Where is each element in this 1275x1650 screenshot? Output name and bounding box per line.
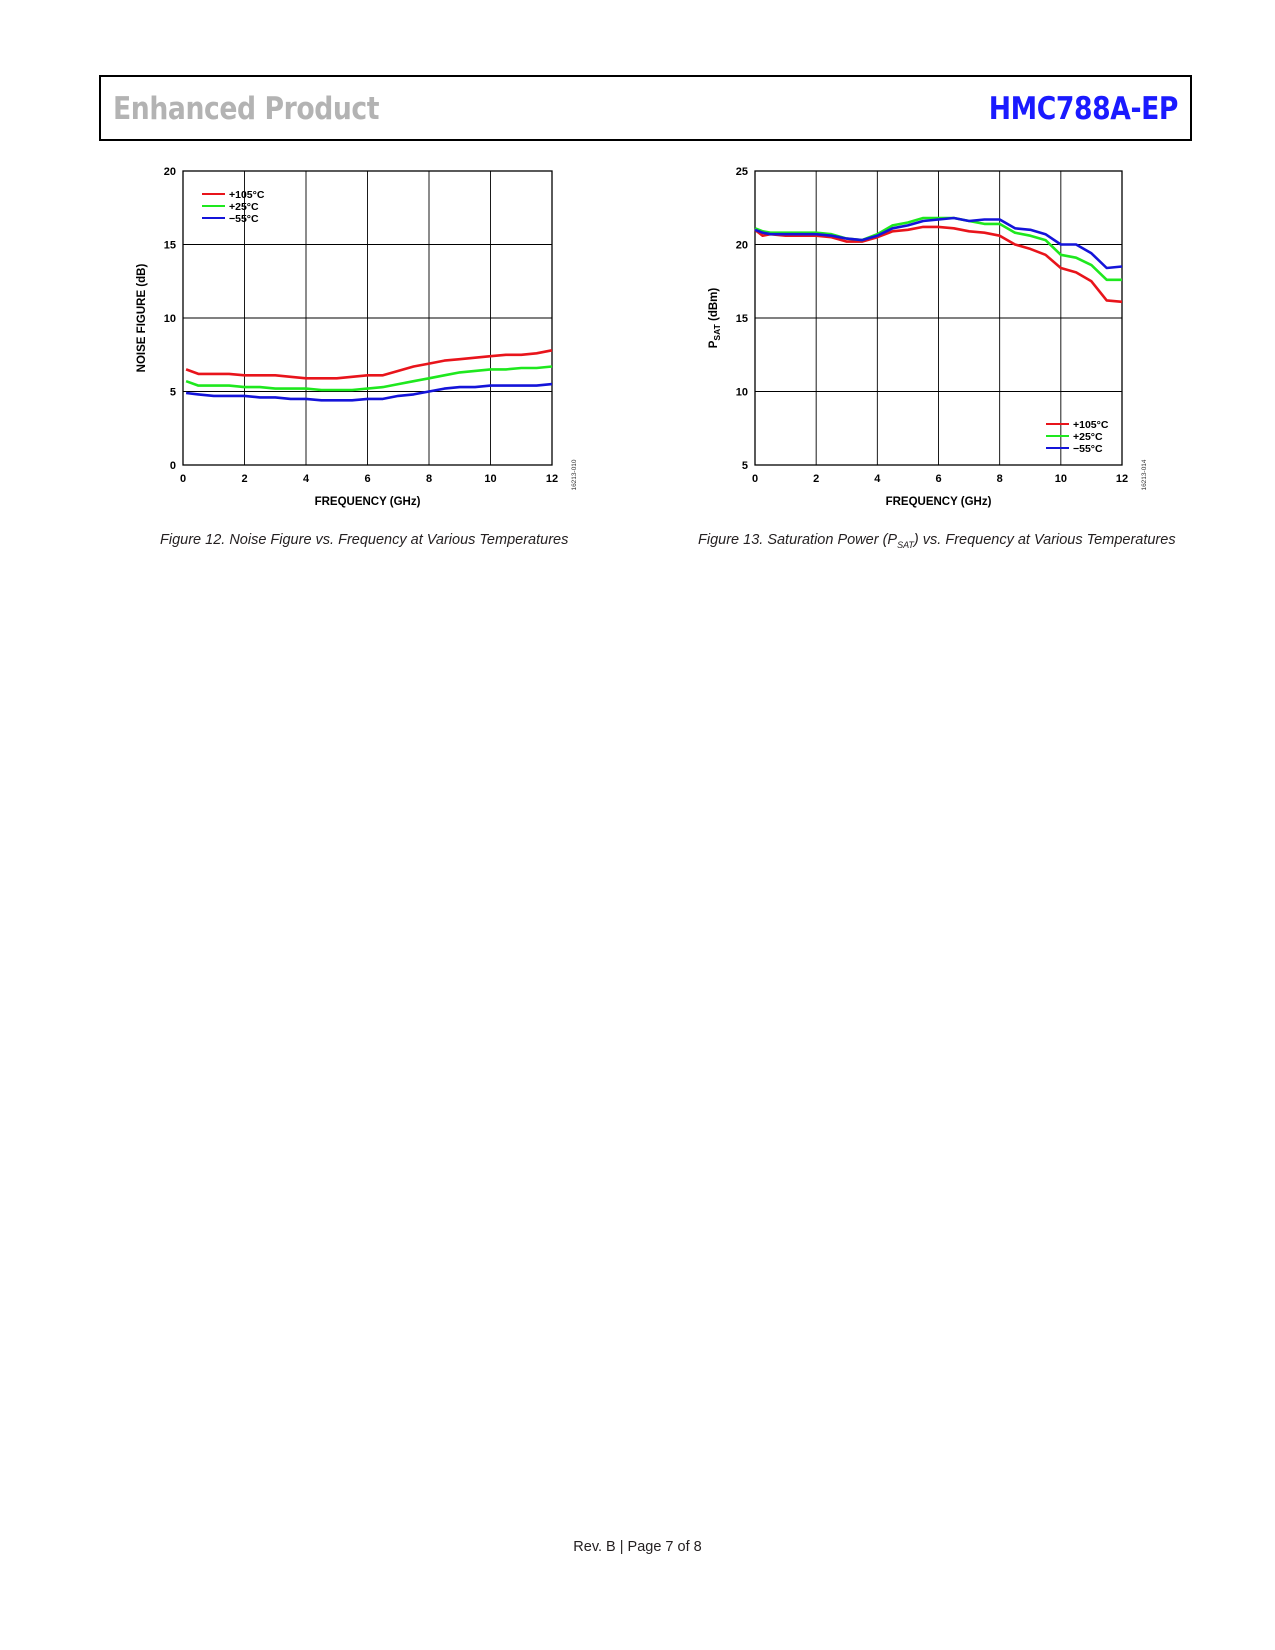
figure-id: 16213-014: [1141, 459, 1148, 490]
page-footer: Rev. B | Page 7 of 8: [573, 1539, 702, 1555]
y-tick-label: 20: [736, 240, 748, 252]
x-tick-label: 6: [935, 473, 941, 485]
y-tick-label: 15: [736, 313, 748, 325]
legend-label: +105°C: [229, 189, 265, 201]
x-tick-label: 10: [484, 473, 496, 485]
header-product-type: Enhanced Product: [113, 91, 380, 127]
x-tick-label: 0: [180, 473, 186, 485]
caption-text-post: ) vs. Frequency at Various Temperatures: [913, 532, 1176, 548]
y-tick-label: 5: [170, 387, 176, 399]
y-axis-label: PSAT (dBm): [708, 288, 722, 349]
caption-text-pre: Figure 13. Saturation Power (P: [698, 532, 898, 548]
figure-psat: 0 2 4 6 8 10 12 5 10 15 20 25 FREQUENCY (GHz) PSAT (d…: [0, 0, 1275, 508]
header-part-number: HMC788A-EP: [988, 91, 1179, 127]
x-tick-label: 8: [426, 473, 432, 485]
page-header: Enhanced Product HMC788A-EP: [99, 75, 1192, 141]
x-tick-label: 12: [546, 473, 558, 485]
series-line: [185, 382, 553, 402]
figure-id: 16213-010: [571, 459, 578, 490]
y-tick-label: 5: [742, 460, 748, 472]
legend-label: +25°C: [229, 201, 259, 213]
y-tick-label: 25: [736, 166, 748, 178]
noise-figure-chart: 0 2 4 6 8 10 12 0 5 10 15 20 FREQUENCY (GHz) NOISE FI…: [136, 166, 578, 508]
figure-12-caption: Figure 12. Noise Figure vs. Frequency at…: [160, 532, 569, 548]
x-tick-label: 2: [241, 473, 247, 485]
x-tick-label: 4: [303, 473, 310, 485]
y-axis-label: NOISE FIGURE (dB): [136, 264, 148, 373]
x-axis-label: FREQUENCY (GHz): [315, 496, 421, 508]
y-tick-label: 0: [170, 460, 176, 472]
x-tick-label: 10: [1055, 473, 1067, 485]
figure-noise-figure: 0 2 4 6 8 10 12 0 5 10 15 20 FREQUENCY (GHz) NOISE FI…: [0, 0, 1275, 508]
chart-legend: +105°C+25°C−55°C: [202, 189, 265, 225]
x-tick-label: 4: [874, 473, 881, 485]
y-tick-label: 20: [164, 166, 176, 178]
plot-frame: [754, 170, 1123, 466]
chart-grid: [754, 170, 1123, 466]
x-tick-label: 6: [364, 473, 370, 485]
y-label-main: P: [708, 340, 720, 348]
series-line: [185, 349, 553, 380]
x-tick-label: 12: [1116, 473, 1128, 485]
figure-13-caption: Figure 13. Saturation Power (PSAT) vs. F…: [698, 532, 1176, 550]
x-axis-label: FREQUENCY (GHz): [886, 496, 992, 508]
y-label-post: (dBm): [708, 288, 720, 325]
legend-label: −55°C: [1073, 443, 1103, 455]
x-tick-label: 8: [997, 473, 1003, 485]
x-tick-label: 2: [813, 473, 819, 485]
y-tick-label: 15: [164, 240, 176, 252]
psat-chart: 0 2 4 6 8 10 12 5 10 15 20 25 FREQUENCY (GHz) PSAT (d…: [708, 166, 1148, 508]
legend-label: +105°C: [1073, 419, 1109, 431]
x-tick-label: 0: [752, 473, 758, 485]
plot-frame: [182, 170, 553, 466]
caption-text-sub: SAT: [897, 539, 914, 550]
y-tick-label: 10: [736, 387, 748, 399]
legend-label: −55°C: [229, 213, 259, 225]
series-line: [754, 216, 1122, 282]
y-label-sub: SAT: [712, 323, 722, 340]
series-line: [754, 216, 1123, 270]
series-line: [754, 225, 1123, 304]
chart-legend: +105°C+25°C−55°C: [1046, 419, 1109, 455]
legend-label: +25°C: [1073, 431, 1103, 443]
series-line: [185, 365, 553, 392]
y-tick-label: 10: [164, 313, 176, 325]
